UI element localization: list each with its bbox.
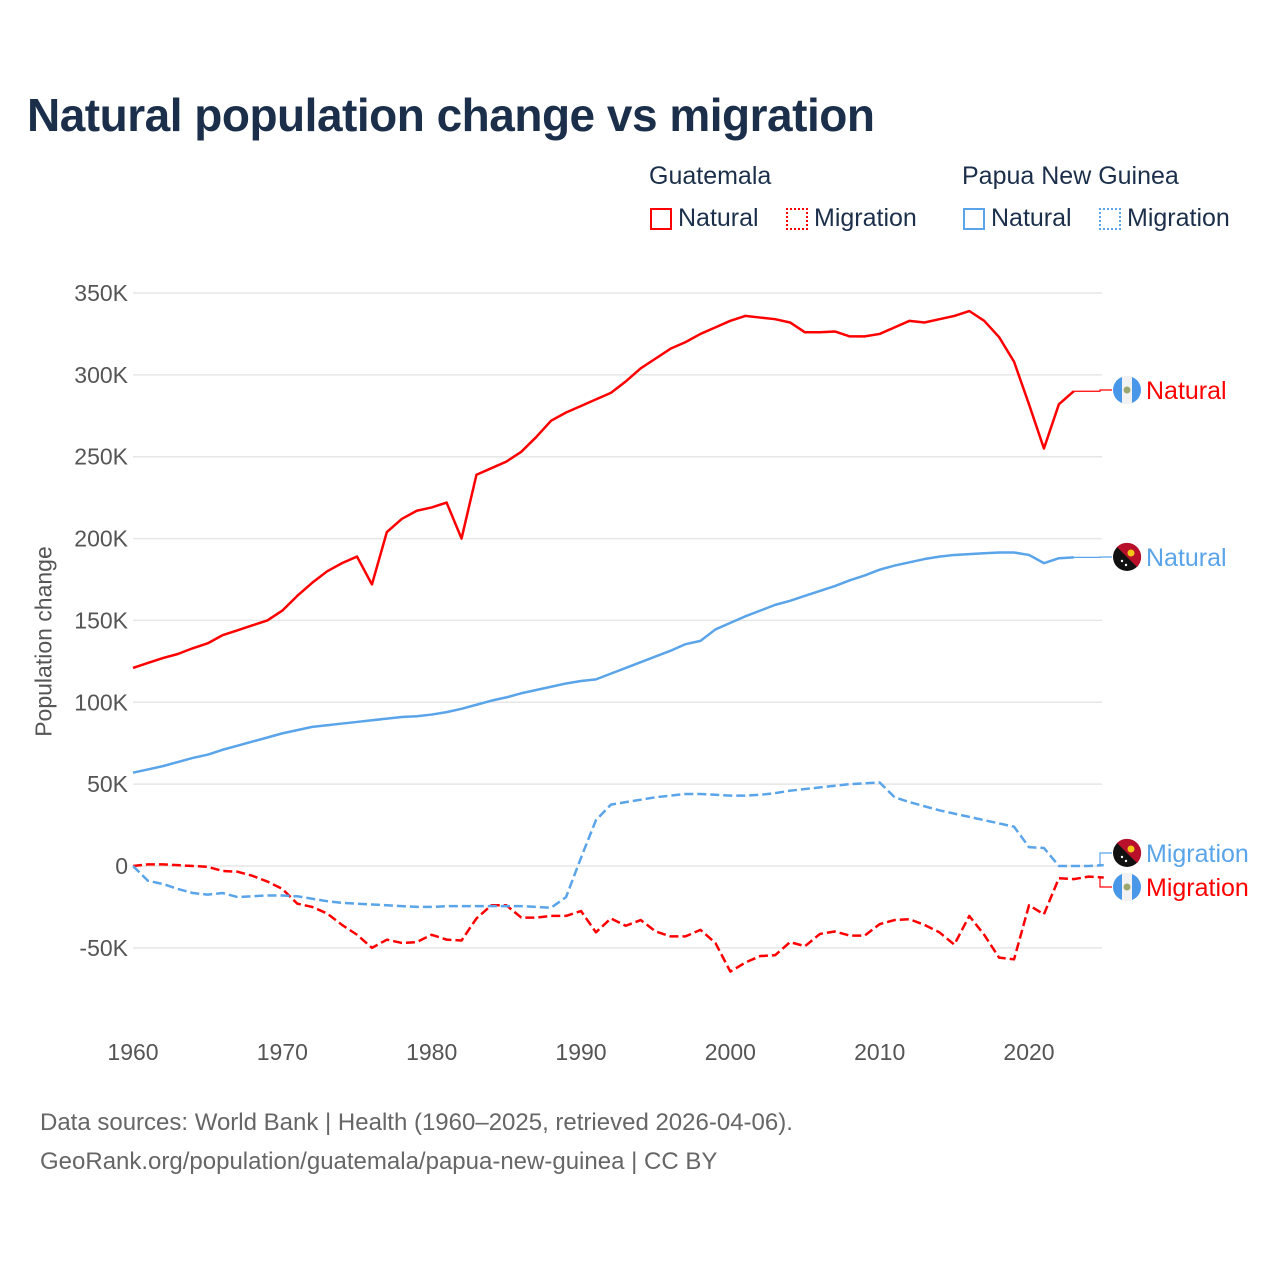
end-label: Migration	[1146, 874, 1249, 902]
y-tick-label: 0	[115, 853, 128, 879]
y-tick-label: 250K	[74, 444, 128, 470]
end-label-connector	[1073, 389, 1112, 392]
png-flag-icon	[1127, 549, 1135, 557]
y-tick-label: 300K	[74, 362, 128, 388]
y-tick-label: 150K	[74, 607, 128, 633]
end-label-connector	[1099, 852, 1112, 866]
png-flag-icon	[1127, 845, 1135, 853]
x-tick-label: 1980	[406, 1039, 457, 1065]
end-label: Migration	[1146, 840, 1249, 868]
legend-png-migration[interactable]: Migration	[1099, 204, 1230, 233]
series-line-papua-new-guinea-migration	[132, 781, 1104, 909]
y-tick-label: 100K	[74, 689, 128, 715]
y-tick-label: 50K	[87, 771, 129, 797]
guatemala-flag-icon	[1123, 883, 1131, 891]
y-tick-label: 200K	[74, 526, 128, 552]
legend-swatch-solid	[963, 207, 985, 230]
legend-label: Migration	[1127, 204, 1230, 232]
legend-guatemala-natural[interactable]: Natural	[650, 204, 759, 233]
legend-swatch-solid	[650, 207, 672, 230]
series-line-guatemala-migration	[132, 863, 1104, 973]
end-label-connector	[1099, 876, 1112, 888]
legend-label: Natural	[991, 204, 1072, 232]
source-line-2: GeoRank.org/population/guatemala/papua-n…	[40, 1148, 718, 1175]
x-tick-label: 1970	[257, 1039, 308, 1065]
chart-title: Natural population change vs migration	[27, 89, 875, 141]
x-tick-label: 1990	[555, 1039, 606, 1065]
x-tick-label: 2020	[1003, 1039, 1054, 1065]
legend-label: Migration	[814, 204, 917, 232]
png-flag-icon	[1124, 859, 1128, 863]
legend-label: Natural	[678, 204, 759, 232]
legend-png-natural[interactable]: Natural	[963, 204, 1072, 233]
png-flag-icon	[1124, 563, 1128, 567]
end-label: Natural	[1146, 377, 1227, 405]
series-line-papua-new-guinea-natural	[132, 551, 1074, 774]
x-tick-label: 2000	[705, 1039, 756, 1065]
y-tick-label: -50K	[79, 935, 128, 961]
legend-swatch-dotted	[786, 207, 808, 230]
series-line-guatemala-natural	[132, 309, 1075, 670]
legend-guatemala-migration[interactable]: Migration	[786, 204, 917, 233]
x-tick-label: 2010	[854, 1039, 905, 1065]
legend-group-png: Papua New Guinea	[962, 162, 1179, 190]
end-label: Natural	[1146, 544, 1227, 572]
x-tick-label: 1960	[107, 1039, 158, 1065]
png-flag-icon	[1120, 559, 1124, 563]
guatemala-flag-icon	[1123, 386, 1131, 394]
png-flag-icon	[1120, 855, 1124, 859]
y-tick-label: 350K	[74, 280, 128, 306]
source-line-1: Data sources: World Bank | Health (1960–…	[40, 1109, 793, 1136]
legend-group-guatemala: Guatemala	[649, 162, 772, 190]
legend-swatch-dotted	[1099, 207, 1121, 230]
